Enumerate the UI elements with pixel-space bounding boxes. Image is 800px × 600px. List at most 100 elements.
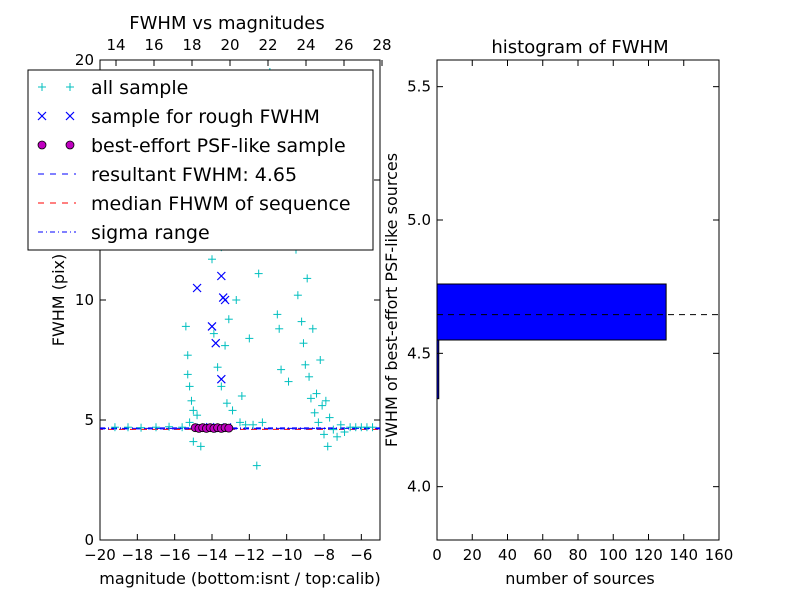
legend-item: sigma range [38, 222, 210, 244]
x-tick-label: 80 [568, 546, 587, 564]
point-1-1 [207, 321, 217, 331]
legend-label: resultant FWHM: 4.65 [91, 164, 297, 186]
point-1-2-b [211, 338, 221, 348]
x-tick-label: 120 [634, 546, 663, 564]
point-1-3 [216, 271, 226, 281]
point-0-27 [232, 296, 241, 304]
point-0-3 [152, 423, 160, 432]
legend-item: resultant FWHM: 4.65 [38, 164, 297, 186]
legend-marker-b [66, 83, 74, 91]
point-2-9 [224, 423, 234, 433]
point-0-55 [299, 339, 308, 348]
top-tick-label: 18 [182, 36, 201, 54]
point-0-11 [189, 406, 198, 415]
point-0-21 [217, 382, 226, 391]
legend-item: all sample [38, 77, 188, 99]
top-tick-label: 22 [258, 36, 277, 54]
point-0-62 [312, 389, 321, 398]
legend-label: median FHWM of sequence [91, 193, 351, 215]
point-0-30 [241, 420, 250, 429]
point-0-1 [124, 423, 132, 432]
point-0-42 [275, 324, 284, 333]
point-0-41 [273, 310, 282, 319]
legend-marker-a [37, 140, 47, 150]
point-1-0 [192, 283, 202, 293]
legend-marker-a-b [37, 111, 47, 121]
right-data-layer [436, 283, 719, 400]
point-0-5 [178, 423, 187, 432]
point-0-12 [185, 418, 194, 427]
point-0-71 [333, 432, 342, 441]
legend-items: all sample sample for rough FWHM best-effo… [37, 77, 351, 244]
point-0-56 [301, 360, 310, 369]
left-chart-title: FWHM vs magnitudes [129, 13, 324, 34]
point-0-15 [196, 442, 205, 451]
point-0-19 [209, 329, 218, 338]
left-y-axis-label: FWHM (pix) [49, 254, 68, 347]
legend-box [27, 69, 374, 251]
x-tick-label: 160 [705, 546, 734, 564]
legend-marker-b [65, 111, 75, 121]
legend-label: best-effort PSF-like sample [91, 135, 346, 157]
x-tick-label: −6 [350, 546, 372, 564]
point-0-6 [181, 322, 190, 331]
left-data-layer [100, 68, 380, 470]
right-ticks-layer: 0 20 40 60 80 100 120 140 160 4.0 4.5 5.0 5.5 [407, 60, 733, 564]
point-0-9 [185, 382, 194, 391]
legend-label: all sample [91, 77, 188, 99]
y-tick-label: 10 [75, 291, 94, 309]
top-tick-label: 16 [144, 36, 163, 54]
histogram-bar [436, 283, 667, 341]
legend-marker-b [65, 140, 75, 150]
y-tick-label: 5.0 [407, 211, 431, 229]
left-ticks-layer: −20 −18 −16 −14 −12 −10 −8 −6 14 16 18 20 22 24 26 28 0 5… [75, 36, 392, 564]
y-tick-label: 5 [84, 411, 94, 429]
point-0-70 [329, 425, 338, 434]
point-1-5 [220, 295, 230, 305]
point-0-22 [221, 341, 230, 350]
legend-item: sample for rough FWHM [37, 106, 320, 128]
x-tick-label: −18 [122, 546, 154, 564]
x-tick-label: 40 [498, 546, 517, 564]
series-+ [110, 68, 377, 470]
point-0-68 [323, 442, 332, 451]
x-tick-label: −16 [159, 546, 191, 564]
legend-label: sigma range [91, 222, 210, 244]
point-0-23 [222, 399, 231, 408]
point-1-2 [211, 338, 221, 348]
y-tick-label: 0 [84, 531, 94, 549]
top-tick-label: 20 [220, 36, 239, 54]
point-0-20 [213, 363, 222, 372]
legend-marker-a [38, 83, 46, 91]
x-tick-label: 0 [432, 546, 442, 564]
point-0-64 [316, 356, 325, 364]
point-0-29 [237, 392, 246, 400]
point-0-57 [303, 274, 312, 283]
y-tick-label: 5.5 [407, 78, 431, 96]
top-tick-label: 28 [372, 36, 391, 54]
point-0-66 [320, 430, 328, 439]
point-0-33 [252, 461, 261, 470]
top-tick-label: 14 [106, 36, 125, 54]
point-0-26 [228, 406, 237, 415]
x-tick-label: −12 [234, 546, 266, 564]
point-1-5-b [220, 295, 230, 305]
point-0-10 [187, 396, 196, 405]
x-tick-label: 60 [533, 546, 552, 564]
point-0-52 [293, 291, 302, 300]
point-0-72 [336, 420, 345, 429]
point-0-61 [310, 408, 319, 417]
y-tick-label: 4.5 [407, 344, 431, 362]
x-tick-label: −20 [84, 546, 116, 564]
point-0-67 [321, 396, 330, 405]
point-0-7 [183, 351, 192, 360]
x-tick-label: 20 [463, 546, 482, 564]
point-1-6-b [216, 374, 226, 384]
x-tick-label: −10 [271, 546, 303, 564]
left-x-axis-label: magnitude (bottom:isnt / top:calib) [99, 569, 380, 588]
point-0-47 [284, 377, 293, 386]
point-0-14 [189, 437, 198, 446]
point-0-4 [165, 422, 174, 431]
right-chart-title: histogram of FWHM [491, 37, 668, 58]
right-y-axis-label: FWHM of best-effort PSF-like sources [382, 153, 401, 447]
